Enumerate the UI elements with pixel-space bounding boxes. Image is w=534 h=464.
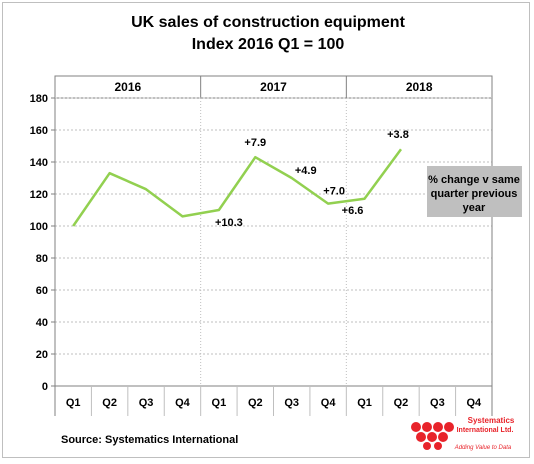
change-annotation: +3.8 [387,129,409,141]
x-tick-label: Q3 [139,397,154,409]
logo-name-line2: International Ltd. [457,427,514,434]
source-text: Source: Systematics International [61,434,238,446]
year-label: 2016 [114,80,141,94]
y-tick-label: 80 [36,253,48,265]
y-tick-label: 40 [36,317,48,329]
systematics-logo: Systematics International Ltd. Adding Va… [411,416,515,451]
x-tick-label: Q1 [357,397,372,409]
logo-tagline: Adding Value to Data [454,445,512,451]
change-annotation: +10.3 [215,217,243,229]
year-label: 2018 [406,80,433,94]
y-tick-label: 100 [30,221,48,233]
y-tick-label: 0 [42,381,48,393]
x-tick-label: Q4 [466,397,482,409]
logo-dots-icon [411,422,454,450]
y-tick-label: 20 [36,349,48,361]
y-tick-label: 160 [30,125,48,137]
logo-name: Systematics [468,416,515,425]
change-annotation: +4.9 [295,165,317,177]
x-tick-label: Q3 [284,397,299,409]
chart-frame: UK sales of construction equipment Index… [2,2,530,458]
chart-svg: UK sales of construction equipment Index… [3,3,531,459]
y-tick-label: 60 [36,285,48,297]
note-box-line-2: quarter previous [431,188,518,200]
x-tick-label: Q2 [248,397,263,409]
year-label: 2017 [260,80,287,94]
x-tick-label: Q1 [212,397,227,409]
y-tick-label: 140 [30,157,48,169]
change-annotation: +7.0 [323,186,345,198]
change-annotation: +6.6 [342,205,364,217]
x-tick-label: Q2 [102,397,117,409]
chart-title: UK sales of construction equipment [131,14,405,31]
x-tick-label: Q4 [175,397,191,409]
note-box-line-3: year [463,202,486,214]
chart-subtitle: Index 2016 Q1 = 100 [192,36,345,53]
y-tick-label: 180 [30,93,48,105]
x-tick-label: Q1 [66,397,81,409]
change-annotation: +7.9 [244,137,266,149]
x-tick-label: Q2 [394,397,409,409]
y-tick-label: 120 [30,189,48,201]
x-tick-label: Q3 [430,397,445,409]
note-box: % change v same quarter previous year [427,166,522,217]
note-box-line-1: % change v same [428,174,520,186]
x-tick-label: Q4 [321,397,337,409]
